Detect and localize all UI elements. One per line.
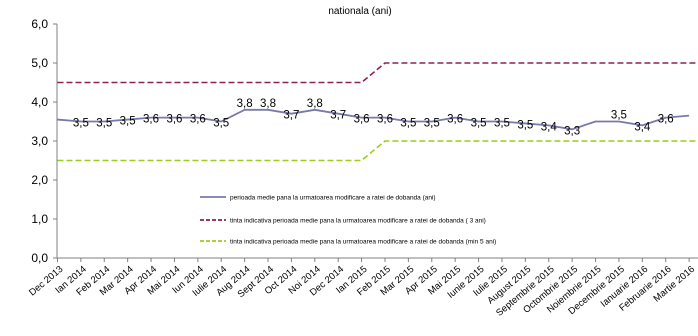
data-label: 3,5 <box>213 118 229 130</box>
data-label: 3,8 <box>307 98 323 110</box>
data-label: 3,8 <box>237 98 253 110</box>
data-label: 3,3 <box>564 125 580 137</box>
data-label: 3,5 <box>120 116 136 128</box>
y-tick-label: 0,0 <box>31 251 48 265</box>
data-label: 3,6 <box>143 114 159 126</box>
data-label: 3,6 <box>166 114 182 126</box>
series-line-0 <box>57 108 690 131</box>
y-tick-labels: 0,0 1,0 2,0 3,0 4,0 5,0 6,0 <box>31 17 48 265</box>
legend-label-2: tinta indicativa perioada medie pana la … <box>230 239 496 246</box>
data-label: 3,6 <box>354 114 370 126</box>
legend-label-0: perioada medie pana la urmatoarea modifi… <box>230 195 436 202</box>
y-tick-label: 5,0 <box>31 56 48 70</box>
legend: perioada medie pana la urmatoarea modifi… <box>200 195 496 246</box>
data-label: 3,6 <box>377 114 393 126</box>
data-label: 3,5 <box>73 118 89 130</box>
y-tick-label: 4,0 <box>31 95 48 109</box>
data-label: 3,4 <box>541 121 558 133</box>
data-label: 3,5 <box>471 118 487 130</box>
legend-label-1: tinta indicativa perioada medie pana la … <box>230 218 486 225</box>
data-label: 3,7 <box>330 110 346 122</box>
chart-title: nationala (ani) <box>328 6 391 17</box>
axes <box>53 23 698 262</box>
series-line-2 <box>57 140 698 162</box>
data-label: 3,5 <box>611 110 627 122</box>
data-label: 3,4 <box>634 121 651 133</box>
data-label: 3,5 <box>424 118 440 130</box>
data-label: 3,8 <box>260 98 276 110</box>
data-label: 3,5 <box>96 118 112 130</box>
y-tick-label: 6,0 <box>31 17 48 31</box>
data-label: 3,7 <box>283 110 299 122</box>
data-label: 3,5 <box>494 118 510 130</box>
y-tick-label: 2,0 <box>31 173 48 187</box>
data-label: 3,6 <box>447 114 463 126</box>
data-label: 3,6 <box>190 114 206 126</box>
data-labels: 3,5 3,5 3,5 3,6 3,6 3,6 3,5 3,8 3,8 3,7 3,8 3,7 3,6 3… <box>73 98 674 138</box>
data-label: 3,6 <box>658 114 674 126</box>
data-label: 3,5 <box>400 118 416 130</box>
data-label: 3,5 <box>517 119 533 131</box>
series-line-1 <box>57 62 698 84</box>
y-tick-label: 3,0 <box>31 134 48 148</box>
y-tick-label: 1,0 <box>31 212 48 226</box>
series-lines <box>57 62 698 162</box>
